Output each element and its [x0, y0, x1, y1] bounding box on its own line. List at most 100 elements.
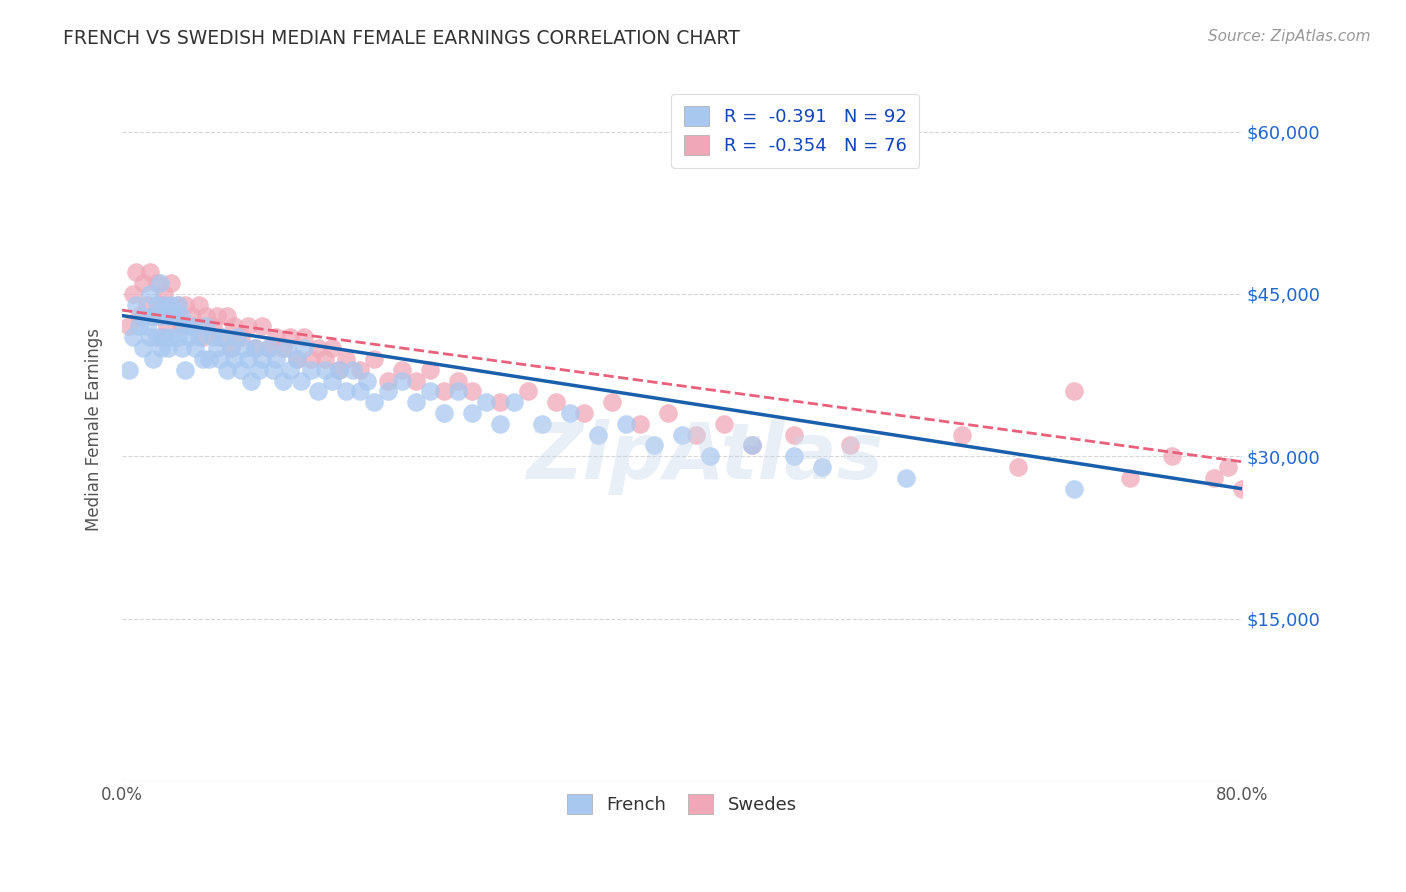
- Point: [461, 406, 484, 420]
- Point: [257, 341, 280, 355]
- Point: [193, 330, 215, 344]
- Point: [184, 341, 207, 355]
- Point: [215, 362, 238, 376]
- Point: [292, 330, 315, 344]
- Point: [405, 395, 427, 409]
- Point: [208, 330, 231, 344]
- Point: [433, 406, 456, 420]
- Point: [741, 438, 763, 452]
- Point: [157, 341, 180, 355]
- Point: [236, 319, 259, 334]
- Point: [211, 330, 233, 344]
- Point: [290, 374, 312, 388]
- Point: [363, 395, 385, 409]
- Point: [202, 319, 225, 334]
- Point: [188, 298, 211, 312]
- Point: [1202, 471, 1225, 485]
- Point: [299, 362, 322, 376]
- Point: [146, 298, 169, 312]
- Point: [167, 298, 190, 312]
- Legend: French, Swedes: French, Swedes: [555, 783, 808, 825]
- Point: [243, 341, 266, 355]
- Point: [219, 341, 242, 355]
- Point: [1063, 384, 1085, 399]
- Point: [307, 341, 329, 355]
- Point: [125, 298, 148, 312]
- Point: [685, 427, 707, 442]
- Y-axis label: Median Female Earnings: Median Female Earnings: [86, 327, 103, 531]
- Point: [1230, 482, 1253, 496]
- Point: [1063, 482, 1085, 496]
- Point: [160, 330, 183, 344]
- Point: [278, 330, 301, 344]
- Point: [671, 427, 693, 442]
- Point: [328, 362, 350, 376]
- Point: [160, 298, 183, 312]
- Point: [264, 330, 287, 344]
- Point: [222, 319, 245, 334]
- Point: [811, 460, 834, 475]
- Point: [233, 341, 256, 355]
- Point: [122, 287, 145, 301]
- Point: [377, 374, 399, 388]
- Point: [142, 309, 165, 323]
- Point: [174, 362, 197, 376]
- Point: [122, 330, 145, 344]
- Point: [160, 276, 183, 290]
- Point: [1216, 460, 1239, 475]
- Point: [356, 374, 378, 388]
- Point: [489, 417, 512, 431]
- Point: [391, 362, 413, 376]
- Point: [628, 417, 651, 431]
- Point: [880, 124, 903, 138]
- Point: [181, 309, 204, 323]
- Point: [349, 384, 371, 399]
- Point: [558, 406, 581, 420]
- Point: [215, 309, 238, 323]
- Point: [271, 374, 294, 388]
- Point: [139, 287, 162, 301]
- Text: FRENCH VS SWEDISH MEDIAN FEMALE EARNINGS CORRELATION CHART: FRENCH VS SWEDISH MEDIAN FEMALE EARNINGS…: [63, 29, 740, 47]
- Point: [222, 351, 245, 366]
- Point: [517, 384, 540, 399]
- Point: [193, 351, 215, 366]
- Point: [950, 427, 973, 442]
- Point: [136, 298, 159, 312]
- Point: [299, 351, 322, 366]
- Point: [314, 351, 336, 366]
- Point: [614, 417, 637, 431]
- Point: [335, 384, 357, 399]
- Point: [153, 298, 176, 312]
- Point: [247, 362, 270, 376]
- Text: ZipAtlas: ZipAtlas: [526, 419, 883, 495]
- Point: [307, 384, 329, 399]
- Point: [150, 330, 173, 344]
- Point: [170, 309, 193, 323]
- Text: Source: ZipAtlas.com: Source: ZipAtlas.com: [1208, 29, 1371, 44]
- Point: [229, 362, 252, 376]
- Point: [195, 309, 218, 323]
- Point: [207, 309, 229, 323]
- Point: [118, 319, 141, 334]
- Point: [713, 417, 735, 431]
- Point: [328, 362, 350, 376]
- Point: [572, 406, 595, 420]
- Point: [188, 330, 211, 344]
- Point: [136, 319, 159, 334]
- Point: [699, 450, 721, 464]
- Point: [276, 341, 298, 355]
- Point: [118, 362, 141, 376]
- Point: [1160, 450, 1182, 464]
- Point: [262, 362, 284, 376]
- Point: [419, 362, 441, 376]
- Point: [783, 450, 806, 464]
- Point: [150, 298, 173, 312]
- Point: [1119, 471, 1142, 485]
- Point: [149, 276, 172, 290]
- Point: [150, 309, 173, 323]
- Point: [600, 395, 623, 409]
- Point: [271, 341, 294, 355]
- Point: [132, 341, 155, 355]
- Point: [250, 351, 273, 366]
- Point: [461, 384, 484, 399]
